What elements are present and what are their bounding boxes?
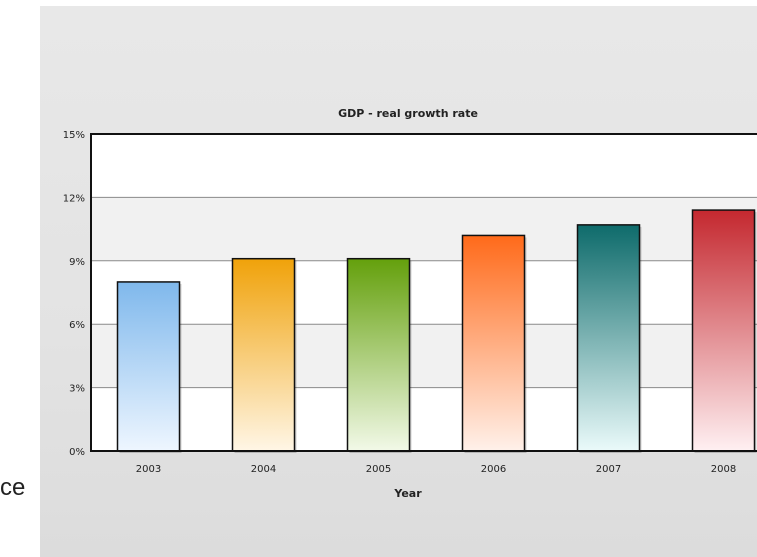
x-axis-ticks: 2003 2004 2005 2006 2007 2008 — [136, 464, 736, 475]
y-axis-ticks: 0% 3% 6% 9% 12% 15% — [63, 130, 85, 458]
chart-panel: GDP - real growth rate 0% 3% 6% 9% 12% 15% 20… — [40, 6, 757, 557]
bar-2004 — [231, 257, 296, 452]
x-tick-label: 2004 — [251, 464, 276, 475]
cropped-text-fragment: ce — [0, 474, 26, 501]
bar-2003 — [116, 281, 181, 452]
plot-frame — [90, 133, 757, 452]
grid-band — [91, 197, 757, 261]
bars — [116, 209, 757, 453]
y-tick-label: 12% — [63, 193, 85, 204]
bar-2007 — [576, 224, 641, 452]
x-tick-label: 2008 — [711, 464, 736, 475]
y-tick-label: 3% — [69, 384, 85, 395]
chart-title: GDP - real growth rate — [338, 107, 478, 120]
y-tick-label: 15% — [63, 130, 85, 141]
y-tick-label: 0% — [69, 447, 85, 458]
x-tick-label: 2005 — [366, 464, 391, 475]
bar-chart: GDP - real growth rate 0% 3% 6% 9% 12% 15% 20… — [63, 107, 757, 500]
y-tick-label: 6% — [69, 320, 85, 331]
x-axis-title: Year — [393, 487, 422, 500]
bar-2008 — [691, 209, 756, 452]
plot-area — [91, 134, 757, 451]
grid-bands — [91, 197, 757, 388]
x-tick-label: 2007 — [596, 464, 621, 475]
y-tick-label: 9% — [69, 257, 85, 268]
bar-2005 — [346, 257, 411, 452]
x-tick-label: 2003 — [136, 464, 161, 475]
grid-band — [91, 324, 757, 388]
gridlines — [91, 196, 757, 389]
x-tick-label: 2006 — [481, 464, 506, 475]
bar-2006 — [461, 234, 526, 452]
